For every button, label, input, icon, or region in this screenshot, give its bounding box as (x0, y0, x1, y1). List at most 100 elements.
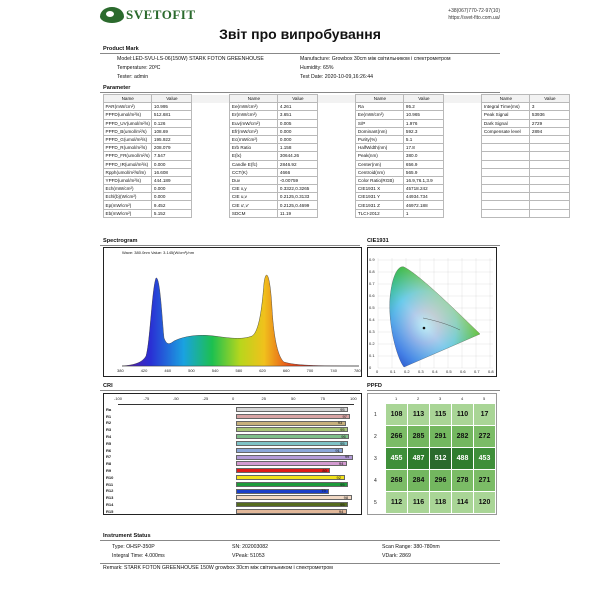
ppfd-cell: 115 (430, 404, 451, 425)
cie-x-tick-label: 0.8 (488, 369, 494, 374)
table-row: YPFD(umol/m²/s) 444.189 Duv -0.00759 Color R… (102, 175, 571, 186)
param-name: HalfWidth(nm) (355, 143, 405, 153)
ppfd-cell: 278 (452, 470, 473, 491)
page-title: Звіт про випробування (219, 26, 381, 42)
ppfd-cell: 296 (430, 470, 451, 491)
param-name: Ech(mW/cm²) (102, 184, 153, 194)
cri-bar (236, 427, 349, 433)
table-spacer (317, 192, 357, 201)
cie-y-axis: 0.9 0.8 0.7 0.6 0.5 0.4 0.3 0.2 0.1 0 (369, 257, 377, 370)
param-value: 0.000 (277, 126, 319, 136)
cri-label: R12 (106, 488, 114, 494)
param-value: 0.126 (151, 118, 193, 128)
param-name: Color Ratio(RGB) (355, 175, 405, 186)
cri-label: R8 (106, 461, 112, 467)
ppfd-cell: 455 (386, 448, 407, 469)
param-name: Integral Time(ms) (481, 102, 531, 112)
param-value: 16.608 (151, 167, 193, 177)
table-row: PPFD_IR(umol/m²/s) 0.000 Candle E(fc) 2846.… (102, 159, 571, 169)
cri-label: R14 (106, 502, 114, 508)
table-row: PAR(mW/cm²) 10.995 Ee(mW/cm²) 4.261 Ra 95.2 In… (102, 102, 571, 112)
cie-svg (377, 258, 493, 369)
param-name: CIE1931 X (355, 184, 405, 194)
table-spacer (317, 160, 357, 169)
cri-value: 80 (322, 468, 327, 474)
table-header-cell: Name (102, 93, 153, 104)
table-row: PPFD_R(umol/m²/s) 208.079 Erb Ratio 1.158 Ha… (102, 143, 571, 153)
website[interactable]: https://svet-fito.com.ua/ (448, 15, 500, 21)
spectrogram-tick-label: 620 (259, 368, 266, 373)
spectrogram-tick-label: 500 (188, 368, 195, 373)
cri-label: R11 (106, 481, 114, 487)
cri-bar (236, 420, 346, 426)
cie-y-tick-label: 0.4 (369, 317, 375, 322)
table-spacer (317, 110, 357, 120)
instrument-integral: Integral Time: 4.000ms (112, 553, 165, 559)
cri-bar (236, 434, 350, 440)
instrument-vpeak: VPeak: 51053 (232, 553, 265, 559)
param-value: 208.079 (151, 143, 193, 153)
table-header-cell: Value (151, 93, 193, 104)
param-name: Centroid(nm) (355, 167, 405, 177)
cie-y-tick-label: 0.6 (369, 293, 375, 298)
param-value (529, 143, 571, 153)
param-name: PPFD_FR(umol/m²/s) (102, 151, 153, 161)
table-spacer (317, 119, 357, 128)
cri-x-axis: -100 -75 -50 -25 0 25 50 75 100 (114, 396, 357, 404)
table-spacer (191, 160, 231, 169)
cie-y-tick-label: 0.9 (369, 257, 375, 262)
param-name: CIE u,v (229, 192, 279, 202)
cri-label: R10 (106, 474, 114, 480)
cri-row: R4 96 (106, 433, 358, 440)
cri-value: 91 (335, 447, 340, 453)
param-name: Purity(%) (355, 134, 405, 145)
spectrogram-tick-label: 700 (306, 368, 314, 373)
ppfd-row-label: 3 (374, 456, 377, 462)
ppfd-col-label: 2 (417, 396, 420, 401)
table-spacer (191, 151, 231, 160)
ppfd-cell: 110 (452, 404, 473, 425)
cie-x-tick-label: 0.6 (460, 369, 466, 374)
param-value: 0.000 (277, 134, 319, 145)
param-name: PAR(mW/cm²) (102, 102, 153, 112)
param-value: 3.651 (277, 110, 319, 120)
cri-bar (236, 440, 349, 446)
table-spacer (443, 192, 483, 201)
param-value: 17.8 (403, 143, 445, 153)
table-row: Ep(mW/cm²) 9.452 CIE u',v' 0.2125,0.4699 CIE… (102, 200, 571, 210)
cri-tick-label: 25 (261, 396, 266, 401)
cri-chart: -100 -75 -50 -25 0 25 50 75 100 Ra 95 R1 97 R2 93 R3 95… (103, 393, 362, 515)
param-value: 9.452 (151, 200, 193, 210)
cri-bar (236, 502, 349, 508)
divider (100, 390, 360, 391)
cri-label: R4 (106, 434, 112, 440)
cie-y-tick-label: 0.2 (369, 341, 375, 346)
cri-value: 94 (338, 461, 344, 467)
ppfd-cell: 268 (386, 470, 407, 491)
param-name: CIE u',v' (229, 200, 279, 210)
ppfd-cell: 512 (430, 448, 451, 469)
table-row: PPFD_G(umol/m²/s) 195.922 Ec(mW/cm²) 0.000 P… (102, 134, 571, 145)
table-spacer (443, 102, 483, 111)
cri-label: R5 (106, 440, 112, 446)
param-name: CIE1931 Y (355, 192, 405, 202)
cri-row: R5 95 (106, 440, 358, 447)
ppfd-cell: 291 (430, 426, 451, 447)
param-value: 0.000 (151, 184, 193, 194)
param-name: Ep(mW/cm²) (102, 200, 153, 210)
ppfd-cell: 120 (474, 492, 495, 513)
param-value: 11.19 (277, 208, 319, 218)
param-value: 16.9,76.1,3.9 (403, 175, 445, 186)
ppfd-section-title: PPFD (367, 383, 382, 389)
table-spacer (443, 94, 483, 103)
cri-value: 93 (337, 420, 343, 426)
cri-row: R9 80 (106, 467, 358, 474)
spectrogram-tick-label: 580 (235, 368, 243, 373)
product-section-title: Product Mark (103, 46, 139, 52)
table-spacer (443, 160, 483, 169)
param-name (481, 167, 531, 177)
spectrogram-svg (121, 274, 360, 367)
cri-label: R3 (106, 427, 112, 433)
cie-y-tick-label: 0.7 (369, 281, 375, 286)
cri-value: 95 (340, 440, 345, 446)
